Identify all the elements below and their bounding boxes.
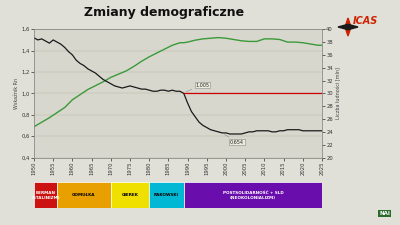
- Text: GOMUŁKA: GOMUŁKA: [72, 193, 96, 197]
- Legend: Współczynnik Reprodukcji Netto (RN), Granica zastępowalności pokoleń, Liczba lud: Współczynnik Reprodukcji Netto (RN), Gra…: [42, 196, 267, 203]
- Polygon shape: [338, 24, 358, 30]
- Bar: [111, 182, 149, 208]
- Bar: [149, 182, 184, 208]
- Text: 0,654: 0,654: [224, 134, 244, 145]
- Y-axis label: Liczba ludności [mln]: Liczba ludności [mln]: [336, 68, 341, 119]
- Text: BERMAN
(STALINIZM): BERMAN (STALINIZM): [31, 191, 60, 199]
- Text: ICAS: ICAS: [353, 16, 378, 26]
- Text: GIEREK: GIEREK: [122, 193, 138, 197]
- Text: 1,005: 1,005: [186, 82, 209, 92]
- Text: Zmiany demograficzne: Zmiany demograficzne: [84, 6, 244, 19]
- Bar: [184, 182, 322, 208]
- Y-axis label: Wskaźnik Rn: Wskaźnik Rn: [14, 78, 19, 109]
- Text: RAKOWSKI: RAKOWSKI: [154, 193, 179, 197]
- Text: POSTSOLIDARNOŚĆ + SLD
(NEOKOLONIALIZM): POSTSOLIDARNOŚĆ + SLD (NEOKOLONIALIZM): [222, 191, 283, 199]
- Bar: [34, 182, 57, 208]
- Polygon shape: [345, 18, 351, 36]
- Text: NAI: NAI: [379, 211, 390, 216]
- Bar: [57, 182, 111, 208]
